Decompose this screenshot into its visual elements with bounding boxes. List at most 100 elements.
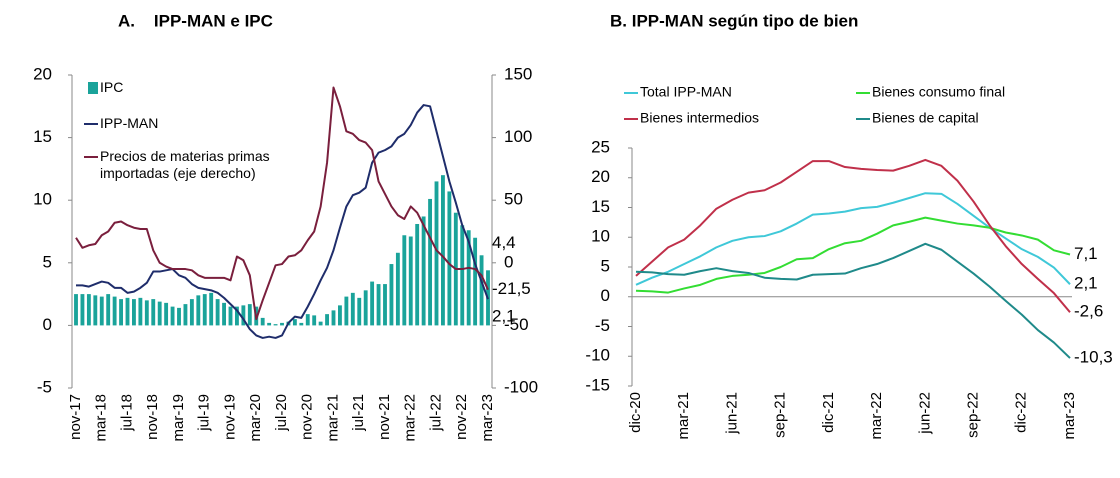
bar — [473, 237, 478, 326]
bar — [228, 306, 233, 326]
bar — [318, 321, 323, 326]
x-tick-label: sep-22 — [965, 392, 982, 438]
y-tick-label: 10 — [33, 190, 52, 209]
bar — [86, 294, 91, 326]
y2-tick-label: -50 — [504, 315, 529, 334]
legend-label: Bienes intermedios — [640, 110, 759, 126]
bar — [447, 191, 452, 326]
y-tick-label: 20 — [591, 167, 610, 186]
y-tick-label: -5 — [595, 316, 610, 335]
bar — [466, 230, 471, 326]
y-tick-label: 15 — [33, 127, 52, 146]
legend-label: Total IPP-MAN — [640, 84, 732, 100]
y-tick-label: 10 — [591, 227, 610, 246]
y-tick-label: 20 — [33, 64, 52, 83]
bar — [138, 297, 143, 326]
value-label: -10,3 — [1074, 348, 1113, 367]
bar — [344, 296, 349, 326]
bar — [202, 294, 207, 326]
bar — [170, 306, 175, 326]
bar — [267, 322, 272, 326]
chart-title: A. IPP-MAN e IPC — [118, 11, 273, 30]
line — [635, 192, 1071, 286]
x-tick-label: nov-19 — [221, 394, 238, 440]
bar — [363, 290, 368, 326]
bar — [93, 295, 98, 326]
bar — [106, 294, 111, 326]
value-label: 7,1 — [1074, 244, 1098, 263]
bar — [280, 322, 284, 326]
bar — [395, 252, 400, 326]
chart-title: B. IPP-MAN según tipo de bien — [610, 11, 858, 30]
bar — [370, 281, 375, 326]
x-tick-label: mar-23 — [1061, 392, 1078, 440]
y-tick-label: 0 — [43, 315, 52, 334]
x-tick-label: dic-21 — [820, 392, 837, 433]
x-tick-label: mar-21 — [675, 392, 692, 440]
x-tick-label: jul-19 — [196, 394, 213, 432]
value-label: 2,1 — [492, 307, 516, 326]
bar — [299, 322, 304, 326]
bar — [350, 292, 355, 326]
x-tick-label: jun-21 — [723, 392, 740, 435]
bar — [222, 302, 226, 326]
x-tick-label: nov-18 — [144, 394, 161, 440]
bar — [305, 314, 310, 326]
x-tick-label: nov-20 — [299, 394, 316, 440]
bar — [247, 304, 252, 326]
x-tick-label: mar-20 — [247, 394, 264, 442]
bar — [99, 296, 104, 326]
bar — [357, 297, 362, 326]
bar — [164, 302, 169, 326]
legend-label: Bienes de capital — [872, 110, 979, 126]
x-tick-label: mar-21 — [324, 394, 341, 442]
legend-label: IPC — [100, 79, 124, 95]
x-tick-label: nov-22 — [453, 394, 470, 440]
bar — [383, 284, 387, 326]
value-label: 4,4 — [492, 233, 516, 252]
line — [75, 86, 489, 321]
y2-tick-label: 150 — [504, 64, 532, 83]
legend-label: Precios de materias primas importadas (e… — [100, 148, 270, 181]
bar — [434, 181, 439, 326]
y-tick-label: 0 — [601, 286, 610, 305]
value-label: -21,5 — [492, 279, 531, 298]
legend-label: IPP-MAN — [100, 115, 159, 131]
bar — [260, 317, 265, 326]
x-tick-label: mar-22 — [402, 394, 419, 442]
y2-tick-label: 100 — [504, 127, 532, 146]
bar — [331, 310, 336, 326]
x-tick-label: nov-21 — [376, 394, 393, 440]
bar — [151, 299, 156, 326]
bar — [408, 236, 413, 326]
bar — [209, 292, 214, 326]
x-tick-label: jul-22 — [427, 394, 444, 432]
bar — [215, 299, 220, 326]
bar — [125, 297, 130, 326]
bar — [402, 235, 407, 326]
bar — [183, 304, 188, 326]
legend-item: Precios de materias primas importadas (e… — [100, 148, 270, 181]
y-tick-label: 25 — [591, 137, 610, 156]
x-tick-label: sep-21 — [772, 392, 789, 438]
y-tick-label: 5 — [601, 256, 610, 275]
bar — [144, 300, 149, 326]
line — [635, 158, 1071, 313]
bar — [421, 216, 426, 326]
y2-tick-label: 50 — [504, 190, 523, 209]
legend-item: IPC — [100, 79, 124, 95]
x-tick-label: jul-21 — [350, 394, 367, 432]
bar — [157, 301, 162, 326]
bar — [241, 305, 246, 326]
bar — [479, 255, 484, 326]
bar — [74, 294, 78, 326]
bar — [460, 225, 465, 326]
bar — [196, 295, 201, 326]
line — [635, 216, 1071, 294]
bar — [189, 299, 194, 326]
y-tick-label: 5 — [43, 252, 52, 271]
x-tick-label: nov-17 — [67, 394, 84, 440]
x-tick-label: jun-22 — [916, 392, 933, 435]
bar — [325, 314, 329, 326]
